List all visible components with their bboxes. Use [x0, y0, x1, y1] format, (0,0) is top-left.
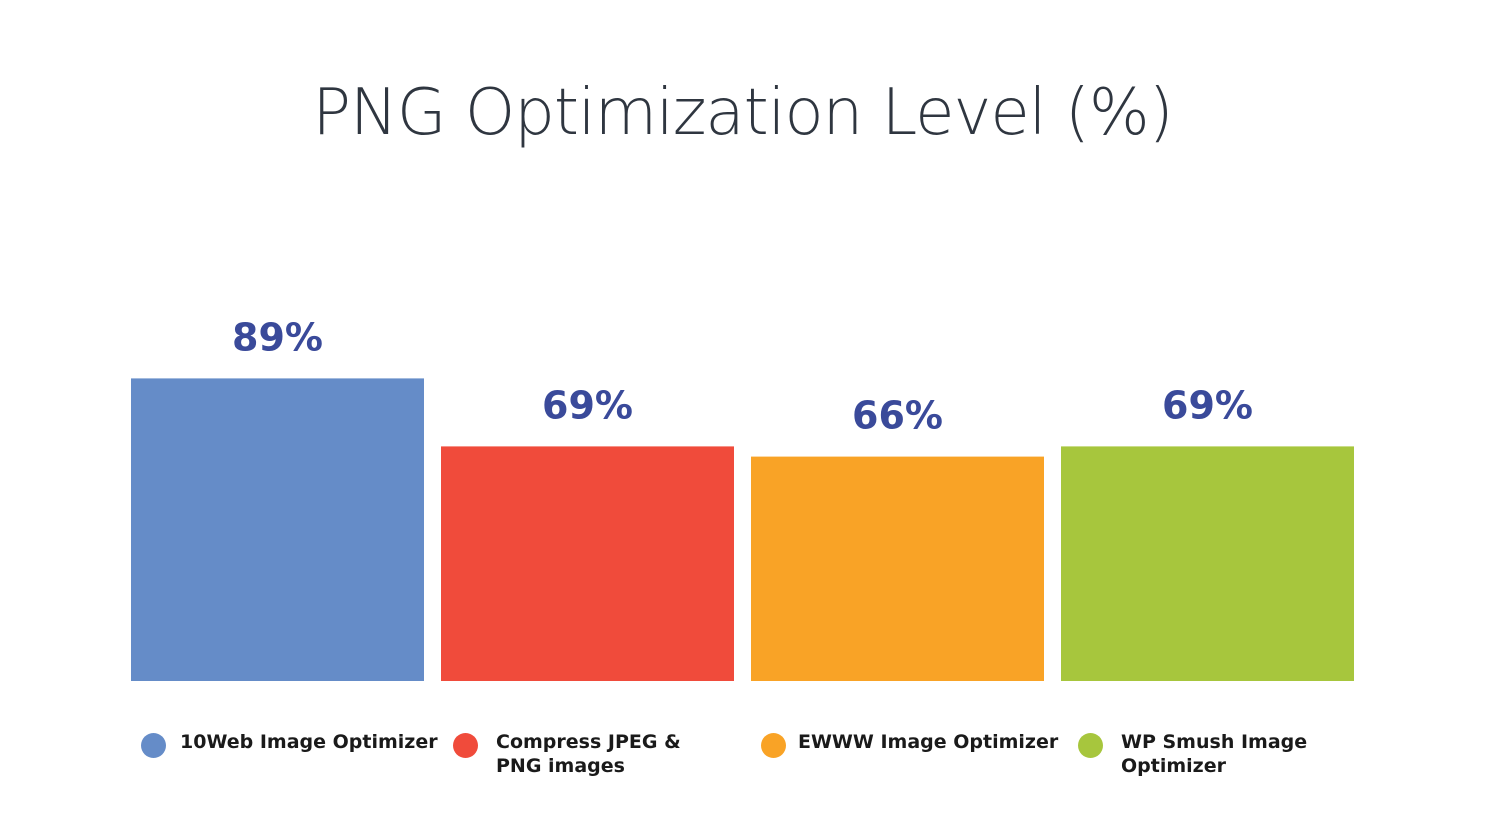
- legend-label: Compress JPEG & PNG images: [496, 731, 681, 777]
- legend-item: 10Web Image Optimizer: [141, 730, 438, 758]
- bar: [1061, 446, 1354, 681]
- bar: [131, 378, 424, 681]
- legend-item: Compress JPEG & PNG images: [453, 730, 726, 778]
- bar: [751, 456, 1044, 681]
- legend-label: EWWW Image Optimizer: [798, 731, 1059, 753]
- legend-swatch: [141, 733, 166, 758]
- legend-swatch: [453, 733, 478, 758]
- chart-title: PNG Optimization Level (%): [312, 76, 1173, 150]
- bar: [441, 446, 734, 681]
- legend: 10Web Image Optimizer Compress JPEG & PN…: [0, 730, 1485, 810]
- legend-swatch: [761, 733, 786, 758]
- data-label: 66%: [852, 394, 943, 438]
- legend-swatch: [1078, 733, 1103, 758]
- legend-item: EWWW Image Optimizer: [761, 730, 1058, 758]
- bars-group: [131, 378, 1354, 681]
- value-labels-group: 89% 69% 66% 69%: [232, 315, 1253, 437]
- data-label: 69%: [542, 383, 633, 427]
- legend-item: WP Smush Image Optimizer: [1078, 730, 1321, 778]
- data-label: 69%: [1162, 383, 1253, 427]
- legend-label: 10Web Image Optimizer: [180, 731, 438, 753]
- legend-label: WP Smush Image Optimizer: [1121, 731, 1308, 777]
- data-label: 89%: [232, 315, 323, 359]
